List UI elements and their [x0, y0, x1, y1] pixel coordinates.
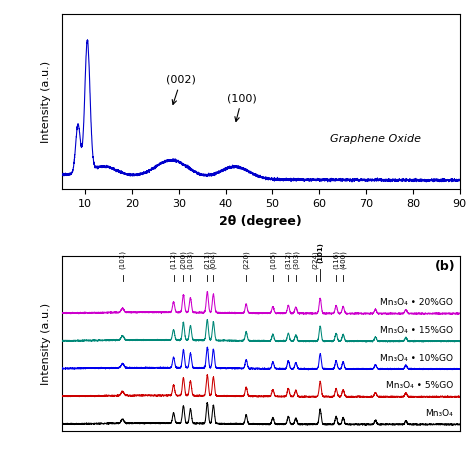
Text: Mn₃O₄ • 10%GO: Mn₃O₄ • 10%GO — [380, 354, 453, 363]
Text: Mn₃O₄ • 20%GO: Mn₃O₄ • 20%GO — [380, 298, 453, 307]
Text: (103): (103) — [187, 250, 194, 269]
Text: Mn₃O₄ • 5%GO: Mn₃O₄ • 5%GO — [385, 381, 453, 390]
Y-axis label: Intensity (a.u.): Intensity (a.u.) — [41, 61, 51, 143]
Text: (101): (101) — [317, 242, 323, 263]
Text: (105): (105) — [270, 250, 276, 269]
Text: (312): (312) — [285, 250, 292, 269]
Text: (101): (101) — [119, 250, 126, 269]
Text: (200): (200) — [180, 250, 187, 269]
Text: Mn₃O₄: Mn₃O₄ — [425, 409, 453, 418]
Text: Mn₃O₄ • 15%GO: Mn₃O₄ • 15%GO — [380, 326, 453, 335]
Text: (100): (100) — [227, 93, 257, 121]
Text: (b): (b) — [435, 260, 455, 273]
X-axis label: 2θ (degree): 2θ (degree) — [219, 215, 302, 228]
Text: (220): (220) — [243, 250, 249, 269]
Text: (004): (004) — [210, 250, 217, 269]
Text: (112): (112) — [170, 250, 177, 269]
Text: (116): (116) — [333, 250, 339, 269]
Text: (002): (002) — [166, 74, 196, 104]
Text: (400): (400) — [340, 250, 346, 269]
Text: (211): (211) — [204, 250, 210, 269]
Text: Graphene Oxide: Graphene Oxide — [330, 135, 421, 145]
Y-axis label: Intensity (a.u.): Intensity (a.u.) — [41, 302, 51, 385]
Text: (224): (224) — [312, 250, 319, 269]
Text: (303): (303) — [292, 250, 299, 269]
